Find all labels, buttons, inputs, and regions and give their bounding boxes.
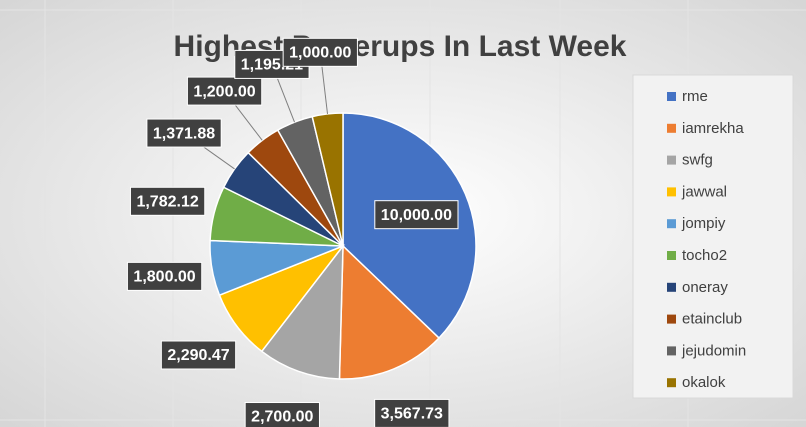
legend-label: jompiy	[681, 215, 726, 232]
legend-label: etainclub	[682, 311, 742, 328]
legend-label: iamrekha	[682, 120, 744, 137]
data-label-box	[146, 118, 222, 148]
data-label: 3,567.73	[381, 406, 443, 423]
legend-swatch	[667, 92, 676, 101]
data-label-box	[374, 398, 450, 427]
data-label-group: 3,567.73	[374, 398, 450, 427]
data-label-box	[244, 402, 320, 427]
data-label-group: 10,000.00	[374, 200, 459, 230]
data-label-group: 2,700.00	[244, 402, 320, 427]
legend-label: rme	[682, 88, 708, 105]
data-label-group: 2,290.47	[160, 340, 237, 370]
legend-swatch	[667, 314, 676, 324]
legend-swatch	[667, 346, 676, 356]
data-label-group: 1,782.12	[129, 186, 206, 216]
legend-label: jejudomin	[681, 342, 746, 359]
legend-label: swfg	[682, 152, 713, 169]
legend-label: jawwal	[681, 183, 727, 200]
legend-swatch	[667, 282, 676, 292]
legend-swatch	[667, 378, 676, 388]
legend-swatch	[667, 123, 676, 133]
pie-slice	[311, 112, 344, 247]
legend-swatch	[667, 219, 676, 229]
legend-label: oneray	[682, 279, 728, 296]
data-label-box	[374, 200, 459, 230]
data-label: 1,200.00	[193, 83, 255, 100]
data-label: 2,700.00	[251, 409, 313, 426]
data-label-box	[160, 340, 237, 370]
data-label-group: 1,371.88	[146, 118, 222, 148]
data-label: 1,782.12	[136, 194, 198, 211]
data-label-group: 1,800.00	[126, 261, 203, 291]
legend-label: tocho2	[682, 247, 727, 264]
data-label: 1,800.00	[133, 269, 195, 286]
legend-label: okalok	[682, 374, 726, 391]
data-label: 1,000.00	[289, 45, 351, 62]
pie-slice	[338, 244, 441, 380]
data-label-box	[186, 76, 263, 106]
pie-slice	[260, 243, 344, 380]
legend-swatch	[667, 251, 676, 260]
data-label: 2,290.47	[167, 347, 229, 364]
data-label: 10,000.00	[381, 207, 452, 224]
legend-swatch	[667, 155, 676, 165]
legend-box	[632, 74, 794, 399]
data-label-group: 1,200.00	[186, 76, 263, 106]
data-label-box	[282, 37, 358, 67]
data-label: 1,371.88	[153, 125, 215, 142]
data-label-box	[129, 186, 206, 216]
legend-swatch	[667, 187, 676, 197]
data-label-box	[126, 261, 203, 291]
data-label-group: 1,000.00	[282, 37, 358, 67]
